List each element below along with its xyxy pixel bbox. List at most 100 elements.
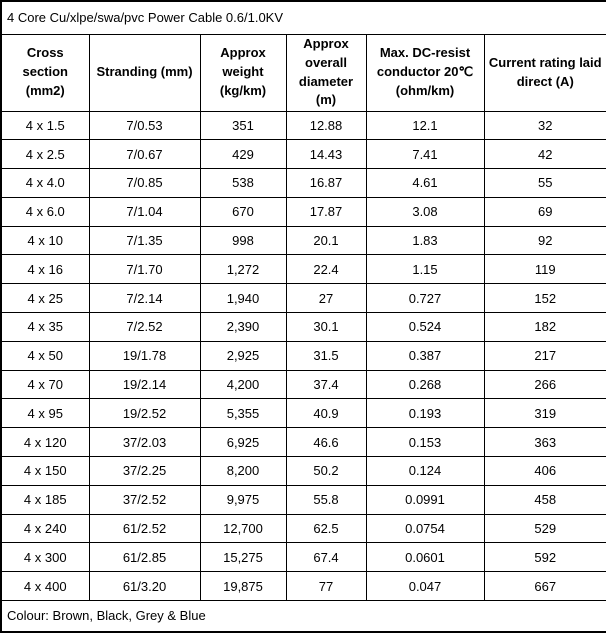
table-footer-row: Colour: Brown, Black, Grey & Blue <box>0 600 606 633</box>
table-cell: 4 x 6.0 <box>0 196 90 227</box>
table-cell: 0.727 <box>365 283 485 314</box>
table-cell: 429 <box>199 139 287 170</box>
table-cell: 529 <box>483 513 606 544</box>
table-cell: 61/2.52 <box>88 513 201 544</box>
table-cell: 8,200 <box>199 456 287 486</box>
table-cell: 2,925 <box>199 340 287 371</box>
table-cell: 538 <box>199 168 287 198</box>
table-cell: 0.0991 <box>365 484 485 515</box>
table-cell: 12,700 <box>199 513 287 544</box>
table-title-row: 4 Core Cu/xlpe/swa/pvc Power Cable 0.6/1… <box>0 0 606 35</box>
table-cell: 4 x 4.0 <box>0 168 90 198</box>
table-cell: 4 x 2.5 <box>0 139 90 170</box>
table-cell: 61/3.20 <box>88 571 201 602</box>
table-cell: 7/1.70 <box>88 254 201 285</box>
table-cell: 363 <box>483 427 606 458</box>
table-footer-colour-note: Colour: Brown, Black, Grey & Blue <box>0 600 606 633</box>
table-cell: 32 <box>483 110 606 141</box>
table-cell: 50.2 <box>285 456 367 486</box>
table-cell: 0.524 <box>365 312 485 342</box>
table-cell: 1.83 <box>365 225 485 256</box>
table-row: 4 x 120 37/2.03 6,925 46.6 0.153 363 <box>0 427 606 458</box>
table-row: 4 x 2.5 7/0.67 429 14.43 7.41 42 <box>0 139 606 170</box>
table-cell: 1,272 <box>199 254 287 285</box>
table-cell: 62.5 <box>285 513 367 544</box>
table-cell: 69 <box>483 196 606 227</box>
table-cell: 7/2.14 <box>88 283 201 314</box>
table-cell: 37/2.25 <box>88 456 201 486</box>
table-cell: 3.08 <box>365 196 485 227</box>
column-header-overall-diameter: Approx overall diameter (m) <box>285 33 367 112</box>
table-cell: 406 <box>483 456 606 486</box>
table-cell: 4 x 300 <box>0 542 90 573</box>
table-row: 4 x 400 61/3.20 19,875 77 0.047 667 <box>0 571 606 602</box>
table-row: 4 x 150 37/2.25 8,200 50.2 0.124 406 <box>0 456 606 486</box>
table-cell: 4 x 25 <box>0 283 90 314</box>
table-cell: 4 x 150 <box>0 456 90 486</box>
table-row: 4 x 50 19/1.78 2,925 31.5 0.387 217 <box>0 340 606 371</box>
table-cell: 4,200 <box>199 369 287 400</box>
table-cell: 30.1 <box>285 312 367 342</box>
table-row: 4 x 4.0 7/0.85 538 16.87 4.61 55 <box>0 168 606 198</box>
table-cell: 40.9 <box>285 398 367 429</box>
table-cell: 7/0.53 <box>88 110 201 141</box>
column-header-approx-weight: Approx weight (kg/km) <box>199 33 287 112</box>
table-header-row: Cross section (mm2) Stranding (mm) Appro… <box>0 33 606 112</box>
table-cell: 0.0601 <box>365 542 485 573</box>
table-cell: 4 x 10 <box>0 225 90 256</box>
table-cell: 670 <box>199 196 287 227</box>
table-row: 4 x 6.0 7/1.04 670 17.87 3.08 69 <box>0 196 606 227</box>
table-cell: 55 <box>483 168 606 198</box>
table-cell: 152 <box>483 283 606 314</box>
table-row: 4 x 35 7/2.52 2,390 30.1 0.524 182 <box>0 312 606 342</box>
table-cell: 4 x 185 <box>0 484 90 515</box>
table-row: 4 x 10 7/1.35 998 20.1 1.83 92 <box>0 225 606 256</box>
table-cell: 31.5 <box>285 340 367 371</box>
table-cell: 7/1.35 <box>88 225 201 256</box>
table-cell: 20.1 <box>285 225 367 256</box>
table-row: 4 x 1.5 7/0.53 351 12.88 12.1 32 <box>0 110 606 141</box>
table-cell: 42 <box>483 139 606 170</box>
table-cell: 4.61 <box>365 168 485 198</box>
column-header-cross-section: Cross section (mm2) <box>0 33 90 112</box>
table-cell: 4 x 35 <box>0 312 90 342</box>
table-cell: 17.87 <box>285 196 367 227</box>
table-cell: 7/1.04 <box>88 196 201 227</box>
table-cell: 19/2.52 <box>88 398 201 429</box>
table-cell: 7/2.52 <box>88 312 201 342</box>
column-header-stranding: Stranding (mm) <box>88 33 201 112</box>
table-cell: 19/1.78 <box>88 340 201 371</box>
table-cell: 0.153 <box>365 427 485 458</box>
table-cell: 37.4 <box>285 369 367 400</box>
table-row: 4 x 16 7/1.70 1,272 22.4 1.15 119 <box>0 254 606 285</box>
table-row: 4 x 95 19/2.52 5,355 40.9 0.193 319 <box>0 398 606 429</box>
table-cell: 27 <box>285 283 367 314</box>
table-cell: 67.4 <box>285 542 367 573</box>
table-cell: 0.268 <box>365 369 485 400</box>
table-cell: 22.4 <box>285 254 367 285</box>
table-cell: 0.047 <box>365 571 485 602</box>
table-row: 4 x 300 61/2.85 15,275 67.4 0.0601 592 <box>0 542 606 573</box>
column-header-dc-resist: Max. DC-resist conductor 20℃ (ohm/km) <box>365 33 485 112</box>
table-cell: 119 <box>483 254 606 285</box>
table-cell: 266 <box>483 369 606 400</box>
table-title: 4 Core Cu/xlpe/swa/pvc Power Cable 0.6/1… <box>0 0 606 35</box>
table-cell: 2,390 <box>199 312 287 342</box>
table-cell: 458 <box>483 484 606 515</box>
table-cell: 37/2.03 <box>88 427 201 458</box>
table-cell: 4 x 240 <box>0 513 90 544</box>
table-cell: 4 x 50 <box>0 340 90 371</box>
table-cell: 0.193 <box>365 398 485 429</box>
table-cell: 7.41 <box>365 139 485 170</box>
table-cell: 4 x 70 <box>0 369 90 400</box>
table-row: 4 x 25 7/2.14 1,940 27 0.727 152 <box>0 283 606 314</box>
table-cell: 998 <box>199 225 287 256</box>
table-cell: 4 x 95 <box>0 398 90 429</box>
table-cell: 4 x 400 <box>0 571 90 602</box>
table-cell: 0.387 <box>365 340 485 371</box>
table-cell: 592 <box>483 542 606 573</box>
table-cell: 37/2.52 <box>88 484 201 515</box>
table-row: 4 x 185 37/2.52 9,975 55.8 0.0991 458 <box>0 484 606 515</box>
